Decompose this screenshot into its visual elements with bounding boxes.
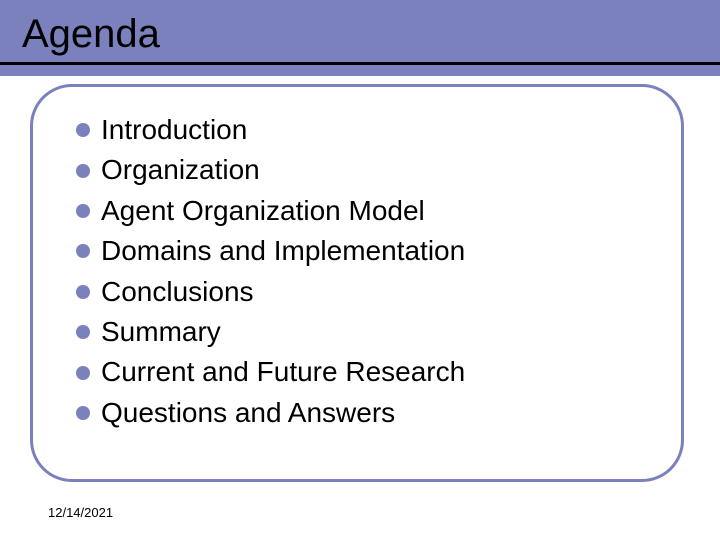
footer-date: 12/14/2021 <box>48 505 113 520</box>
bullet-list: Introduction Organization Agent Organiza… <box>76 112 636 435</box>
list-item: Current and Future Research <box>76 354 636 390</box>
list-item: Introduction <box>76 112 636 148</box>
bullet-icon <box>76 285 90 299</box>
bullet-icon <box>76 164 90 178</box>
list-item: Questions and Answers <box>76 395 636 431</box>
list-item: Summary <box>76 314 636 350</box>
bullet-text: Agent Organization Model <box>101 193 425 229</box>
bullet-icon <box>76 123 90 137</box>
bullet-text: Questions and Answers <box>101 395 395 431</box>
bullet-text: Conclusions <box>101 274 254 310</box>
list-item: Organization <box>76 152 636 188</box>
bullet-icon <box>76 366 90 380</box>
bullet-icon <box>76 204 90 218</box>
bullet-icon <box>76 325 90 339</box>
list-item: Conclusions <box>76 274 636 310</box>
bullet-icon <box>76 406 90 420</box>
bullet-text: Current and Future Research <box>101 354 465 390</box>
title-underline <box>0 62 720 65</box>
list-item: Agent Organization Model <box>76 193 636 229</box>
slide-title: Agenda <box>22 12 160 57</box>
bullet-text: Organization <box>101 152 260 188</box>
bullet-icon <box>76 244 90 258</box>
bullet-text: Introduction <box>101 112 247 148</box>
bullet-text: Domains and Implementation <box>101 233 465 269</box>
list-item: Domains and Implementation <box>76 233 636 269</box>
bullet-text: Summary <box>101 314 221 350</box>
